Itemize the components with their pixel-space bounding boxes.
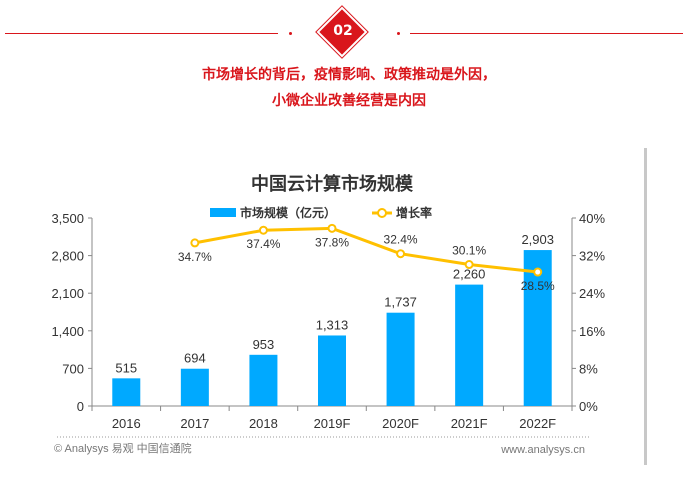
bar [249,354,278,406]
x-tick-label: 2022F [519,416,556,431]
growth-rate-line [194,226,538,274]
right-tick-label: 40% [579,211,605,226]
source-text: © Analysys 易观 中国信通院 [54,441,192,455]
growth-rate-label: 32.4% [384,233,418,247]
x-tick-label: 2018 [249,416,278,431]
bar [318,335,346,406]
left-tick-label: 1,400 [51,324,84,339]
growth-rate-label: 34.7% [178,250,212,264]
growth-rate-label: 37.4% [246,237,280,251]
growth-rate-point [464,260,474,270]
bar-value-label: 1,737 [384,295,417,310]
right-dot [397,32,400,35]
growth-rate-point [533,267,543,277]
right-tick-label: 32% [579,249,605,264]
bar-value-label: 953 [253,337,275,352]
growth-rate-point [190,238,200,248]
bar-value-label: 694 [184,351,206,366]
website-text: www.analysys.cn [500,444,585,456]
left-tick-label: 3,500 [51,211,84,226]
x-tick-label: 2020F [382,416,419,431]
x-tick-label: 2016 [112,416,141,431]
chart-title: 中国云计算市场规模 [251,173,414,194]
right-tick-label: 24% [579,286,605,301]
growth-rate-label: 37.8% [315,235,349,249]
left-tick-label: 2,100 [51,286,84,301]
left-rule [5,33,278,34]
legend-line-marker [377,208,387,218]
subtitle-line-1: 市场增长的背后，疫情影响、政策推动是外因， [202,67,496,83]
bar [386,312,415,406]
bar-value-label: 2,260 [453,267,486,282]
x-tick-label: 2019F [314,416,351,431]
bar [180,368,209,406]
legend-bar-label: 市场规模（亿元） [240,205,336,220]
growth-rate-label: 30.1% [452,244,486,258]
bar-value-label: 1,313 [316,317,349,332]
left-dot [289,32,292,35]
legend-line-label: 增长率 [396,205,432,220]
subtitle-line-2: 小微企业改善经营是内因 [272,93,426,109]
x-tick-label: 2021F [451,416,488,431]
section-number: 02 [333,23,353,39]
bar [112,378,141,406]
x-tick-label: 2017 [180,416,209,431]
right-tick-label: 16% [579,324,605,339]
bar [455,284,484,406]
scrollbar[interactable] [644,148,647,465]
right-rule [410,33,683,34]
bar-value-label: 515 [115,360,137,375]
legend-bar-swatch [210,208,236,217]
growth-rate-point [258,225,268,235]
left-tick-label: 2,800 [51,249,84,264]
growth-rate-label: 28.5% [521,279,555,293]
right-tick-label: 0% [579,399,598,414]
right-tick-label: 8% [579,361,598,376]
left-tick-label: 0 [77,399,84,414]
bar-value-label: 2,903 [521,232,554,247]
left-tick-label: 700 [62,361,84,376]
growth-rate-point [327,223,337,233]
growth-rate-point [396,249,406,259]
